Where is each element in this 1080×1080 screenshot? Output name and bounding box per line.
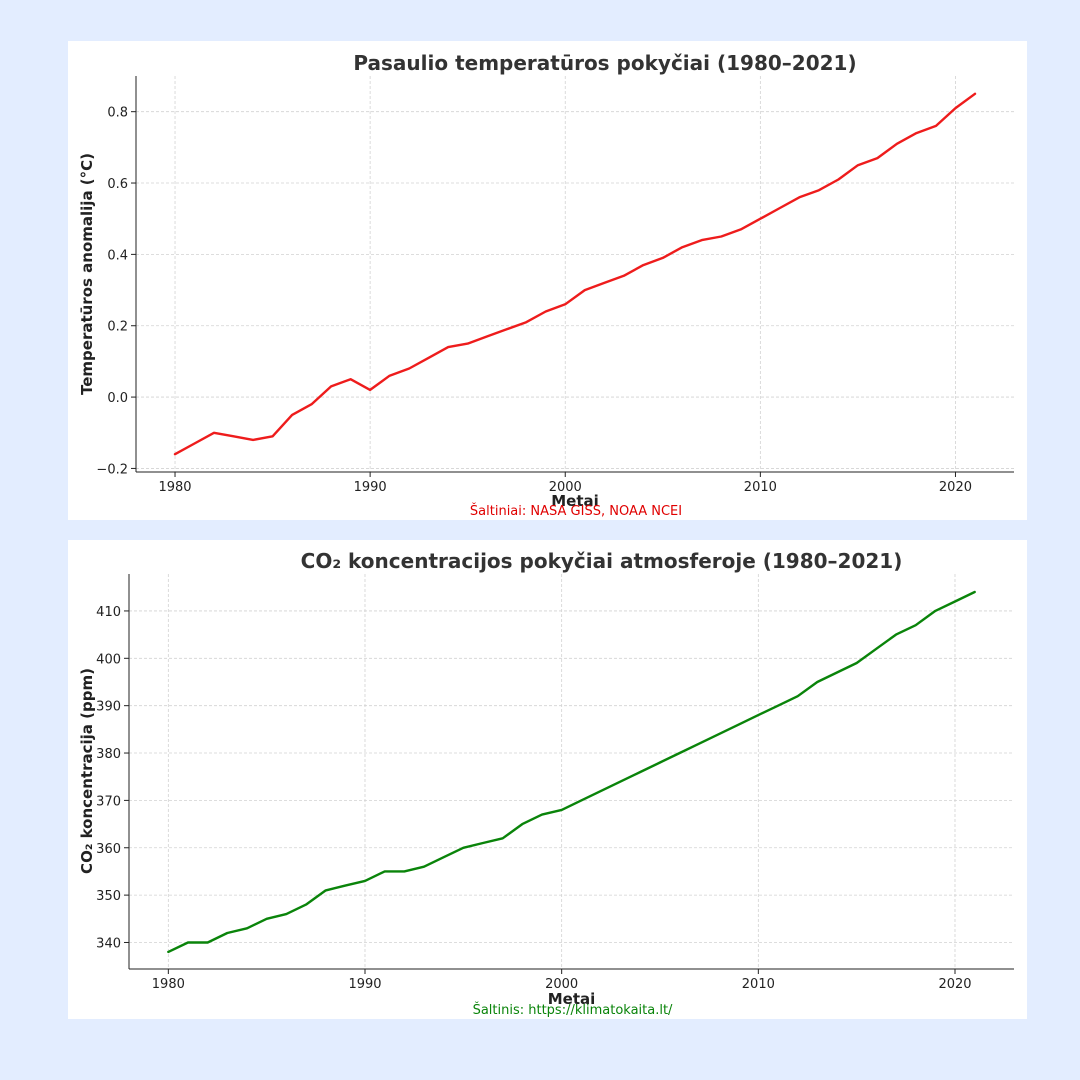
co2-chart-panel: 1980 1990 2000 2010 2020 340 350 360 370 380 390 40… — [68, 540, 1027, 1019]
x-axis-label: Metai — [551, 492, 599, 510]
source-note: Šaltiniai: NASA GISS, NOAA NCEI — [470, 503, 682, 519]
co2-chart: 1980 1990 2000 2010 2020 340 350 360 370 380 390 40… — [78, 549, 1014, 1018]
x-tick-label: 1990 — [348, 977, 381, 992]
y-axis-label: Temperatūros anomalija (°C) — [78, 153, 96, 395]
y-tick-label: 0.4 — [107, 248, 128, 263]
x-tick-label: 2000 — [545, 977, 578, 992]
x-tick-label: 2000 — [549, 480, 582, 495]
x-tick-label: 2010 — [744, 480, 777, 495]
x-tick-label: 1990 — [354, 480, 387, 495]
y-tick-label: 360 — [96, 842, 121, 857]
x-tick-label: 1980 — [158, 480, 191, 495]
x-tick-label: 2020 — [939, 480, 972, 495]
source-note: Šaltinis: https://klimatokaita.lt/ — [473, 1002, 673, 1018]
y-tick-label: 340 — [96, 936, 121, 951]
temperature-chart: 1980 1990 2000 2010 2020 −0.2 0.0 0.2 0.4 0.6 0.8 P… — [78, 51, 1014, 519]
chart-title: Pasaulio temperatūros pokyčiai (1980–202… — [353, 51, 856, 75]
x-tick-label: 2020 — [938, 977, 971, 992]
y-tick-label: 380 — [96, 747, 121, 762]
y-tick-label: 0.8 — [107, 106, 128, 121]
y-tick-label: 0.2 — [107, 320, 128, 335]
x-tick-label: 2010 — [742, 977, 775, 992]
y-axis-label: CO₂ koncentracija (ppm) — [78, 668, 96, 874]
chart-title: CO₂ koncentracijos pokyčiai atmosferoje … — [301, 549, 903, 573]
y-tick-label: 410 — [96, 605, 121, 620]
y-tick-label: 0.0 — [107, 391, 128, 406]
y-tick-label: 350 — [96, 889, 121, 904]
y-tick-label: 370 — [96, 794, 121, 809]
y-tick-label: 400 — [96, 652, 121, 667]
x-axis-label: Metai — [548, 990, 596, 1008]
series-line — [173, 92, 977, 456]
x-tick-label: 1980 — [152, 977, 185, 992]
temperature-chart-panel: 1980 1990 2000 2010 2020 −0.2 0.0 0.2 0.4 0.6 0.8 P… — [68, 41, 1027, 520]
y-tick-label: 390 — [96, 700, 121, 715]
series-line — [167, 590, 976, 954]
y-tick-label: −0.2 — [96, 462, 128, 477]
y-tick-label: 0.6 — [107, 177, 128, 192]
